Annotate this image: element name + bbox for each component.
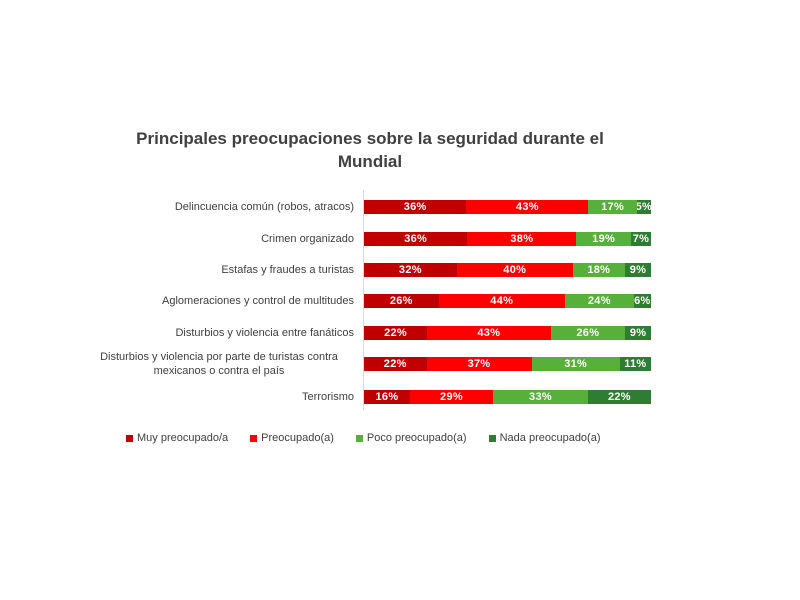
data-label: 5% (636, 201, 651, 213)
legend-label: Nada preocupado(a) (499, 432, 601, 444)
data-label: 38% (510, 233, 534, 245)
bar-segment: 37% (426, 357, 532, 371)
legend-item: Poco preocupado(a) (355, 432, 467, 444)
category-label: Disturbios y violencia por parte de turi… (100, 351, 338, 377)
legend-item: Preocupado(a) (250, 432, 334, 444)
legend-swatch (355, 434, 363, 442)
data-label: 26% (576, 327, 600, 339)
data-label: 26% (389, 295, 413, 307)
legend-label: Preocupado(a) (261, 432, 334, 444)
data-label: 19% (592, 233, 616, 245)
bar-segment: 22% (364, 357, 427, 371)
bar-segment: 22% (364, 326, 428, 340)
data-label: 29% (440, 391, 463, 403)
bar-segment: 18% (572, 263, 625, 277)
category-label: Terrorismo (302, 391, 354, 403)
bar-segment: 26% (550, 326, 626, 340)
data-label: 22% (607, 391, 631, 403)
legend-swatch (126, 434, 133, 442)
category-label: Disturbios y violencia entre fanáticos (175, 327, 354, 339)
legend-item: Nada preocupado(a) (488, 432, 601, 444)
chart-title: Principales preocupaciones sobre la segu… (136, 129, 604, 171)
category-label: Aglomeraciones y control de multitudes (162, 295, 354, 307)
data-label: 22% (384, 327, 408, 339)
bar-segment: 9% (625, 326, 651, 340)
data-label: 6% (634, 295, 651, 307)
bar-segment: 38% (467, 232, 577, 246)
legend: Muy preocupado/a Preocupado(a) Poco preocu… (126, 432, 623, 444)
bar-segment: 22% (587, 390, 651, 404)
bar-segment: 43% (427, 326, 551, 340)
data-label: 43% (515, 201, 539, 213)
bar-segment: 5% (636, 200, 651, 214)
data-label: 43% (477, 327, 501, 339)
category-label: Estafas y fraudes a turistas (221, 264, 354, 276)
bar-segment: 16% (364, 390, 410, 404)
legend-swatch (250, 434, 258, 442)
category-label: Delincuencia común (robos, atracos) (174, 201, 354, 213)
legend-item: Muy preocupado/a (126, 432, 228, 444)
category-axis-line (363, 190, 364, 410)
bar-segment: 26% (364, 294, 439, 308)
data-label: 36% (403, 201, 427, 213)
data-label: 24% (587, 295, 611, 307)
category-label: Crimen organizado (261, 233, 354, 245)
data-label: 7% (632, 233, 650, 245)
bar-segment: 40% (456, 263, 573, 277)
bar-segment: 31% (531, 357, 620, 371)
bar-segment: 24% (564, 294, 634, 308)
bar-segment: 29% (409, 390, 494, 404)
data-label: 9% (629, 264, 647, 276)
data-label: 32% (398, 264, 422, 276)
data-label: 17% (601, 201, 625, 213)
data-label: 16% (375, 391, 399, 403)
data-label: 37% (467, 358, 491, 370)
bar-segment: 36% (364, 200, 467, 214)
bar-segment: 9% (624, 263, 651, 277)
data-label: 44% (490, 295, 514, 307)
legend-label: Poco preocupado(a) (366, 432, 467, 444)
data-label: 36% (404, 233, 428, 245)
legend-label: Muy preocupado/a (137, 432, 229, 444)
bar-segment: 6% (633, 294, 651, 308)
bar-segment: 36% (364, 232, 468, 246)
bar-segment: 17% (588, 200, 637, 214)
data-label: 31% (564, 358, 588, 370)
bar-segment: 7% (630, 232, 651, 246)
data-label: 40% (503, 264, 527, 276)
bar-segment: 11% (619, 357, 651, 371)
data-label: 9% (629, 327, 647, 339)
data-label: 22% (383, 358, 407, 370)
bar-segment: 19% (576, 232, 631, 246)
legend-swatch (488, 434, 496, 442)
bar-segment: 32% (364, 263, 457, 277)
bar-segment: 44% (438, 294, 565, 308)
data-label: 33% (529, 391, 552, 403)
data-label: 18% (587, 264, 611, 276)
bar-segment: 33% (493, 390, 588, 404)
data-label: 11% (624, 358, 647, 370)
bar-segment: 43% (466, 200, 589, 214)
